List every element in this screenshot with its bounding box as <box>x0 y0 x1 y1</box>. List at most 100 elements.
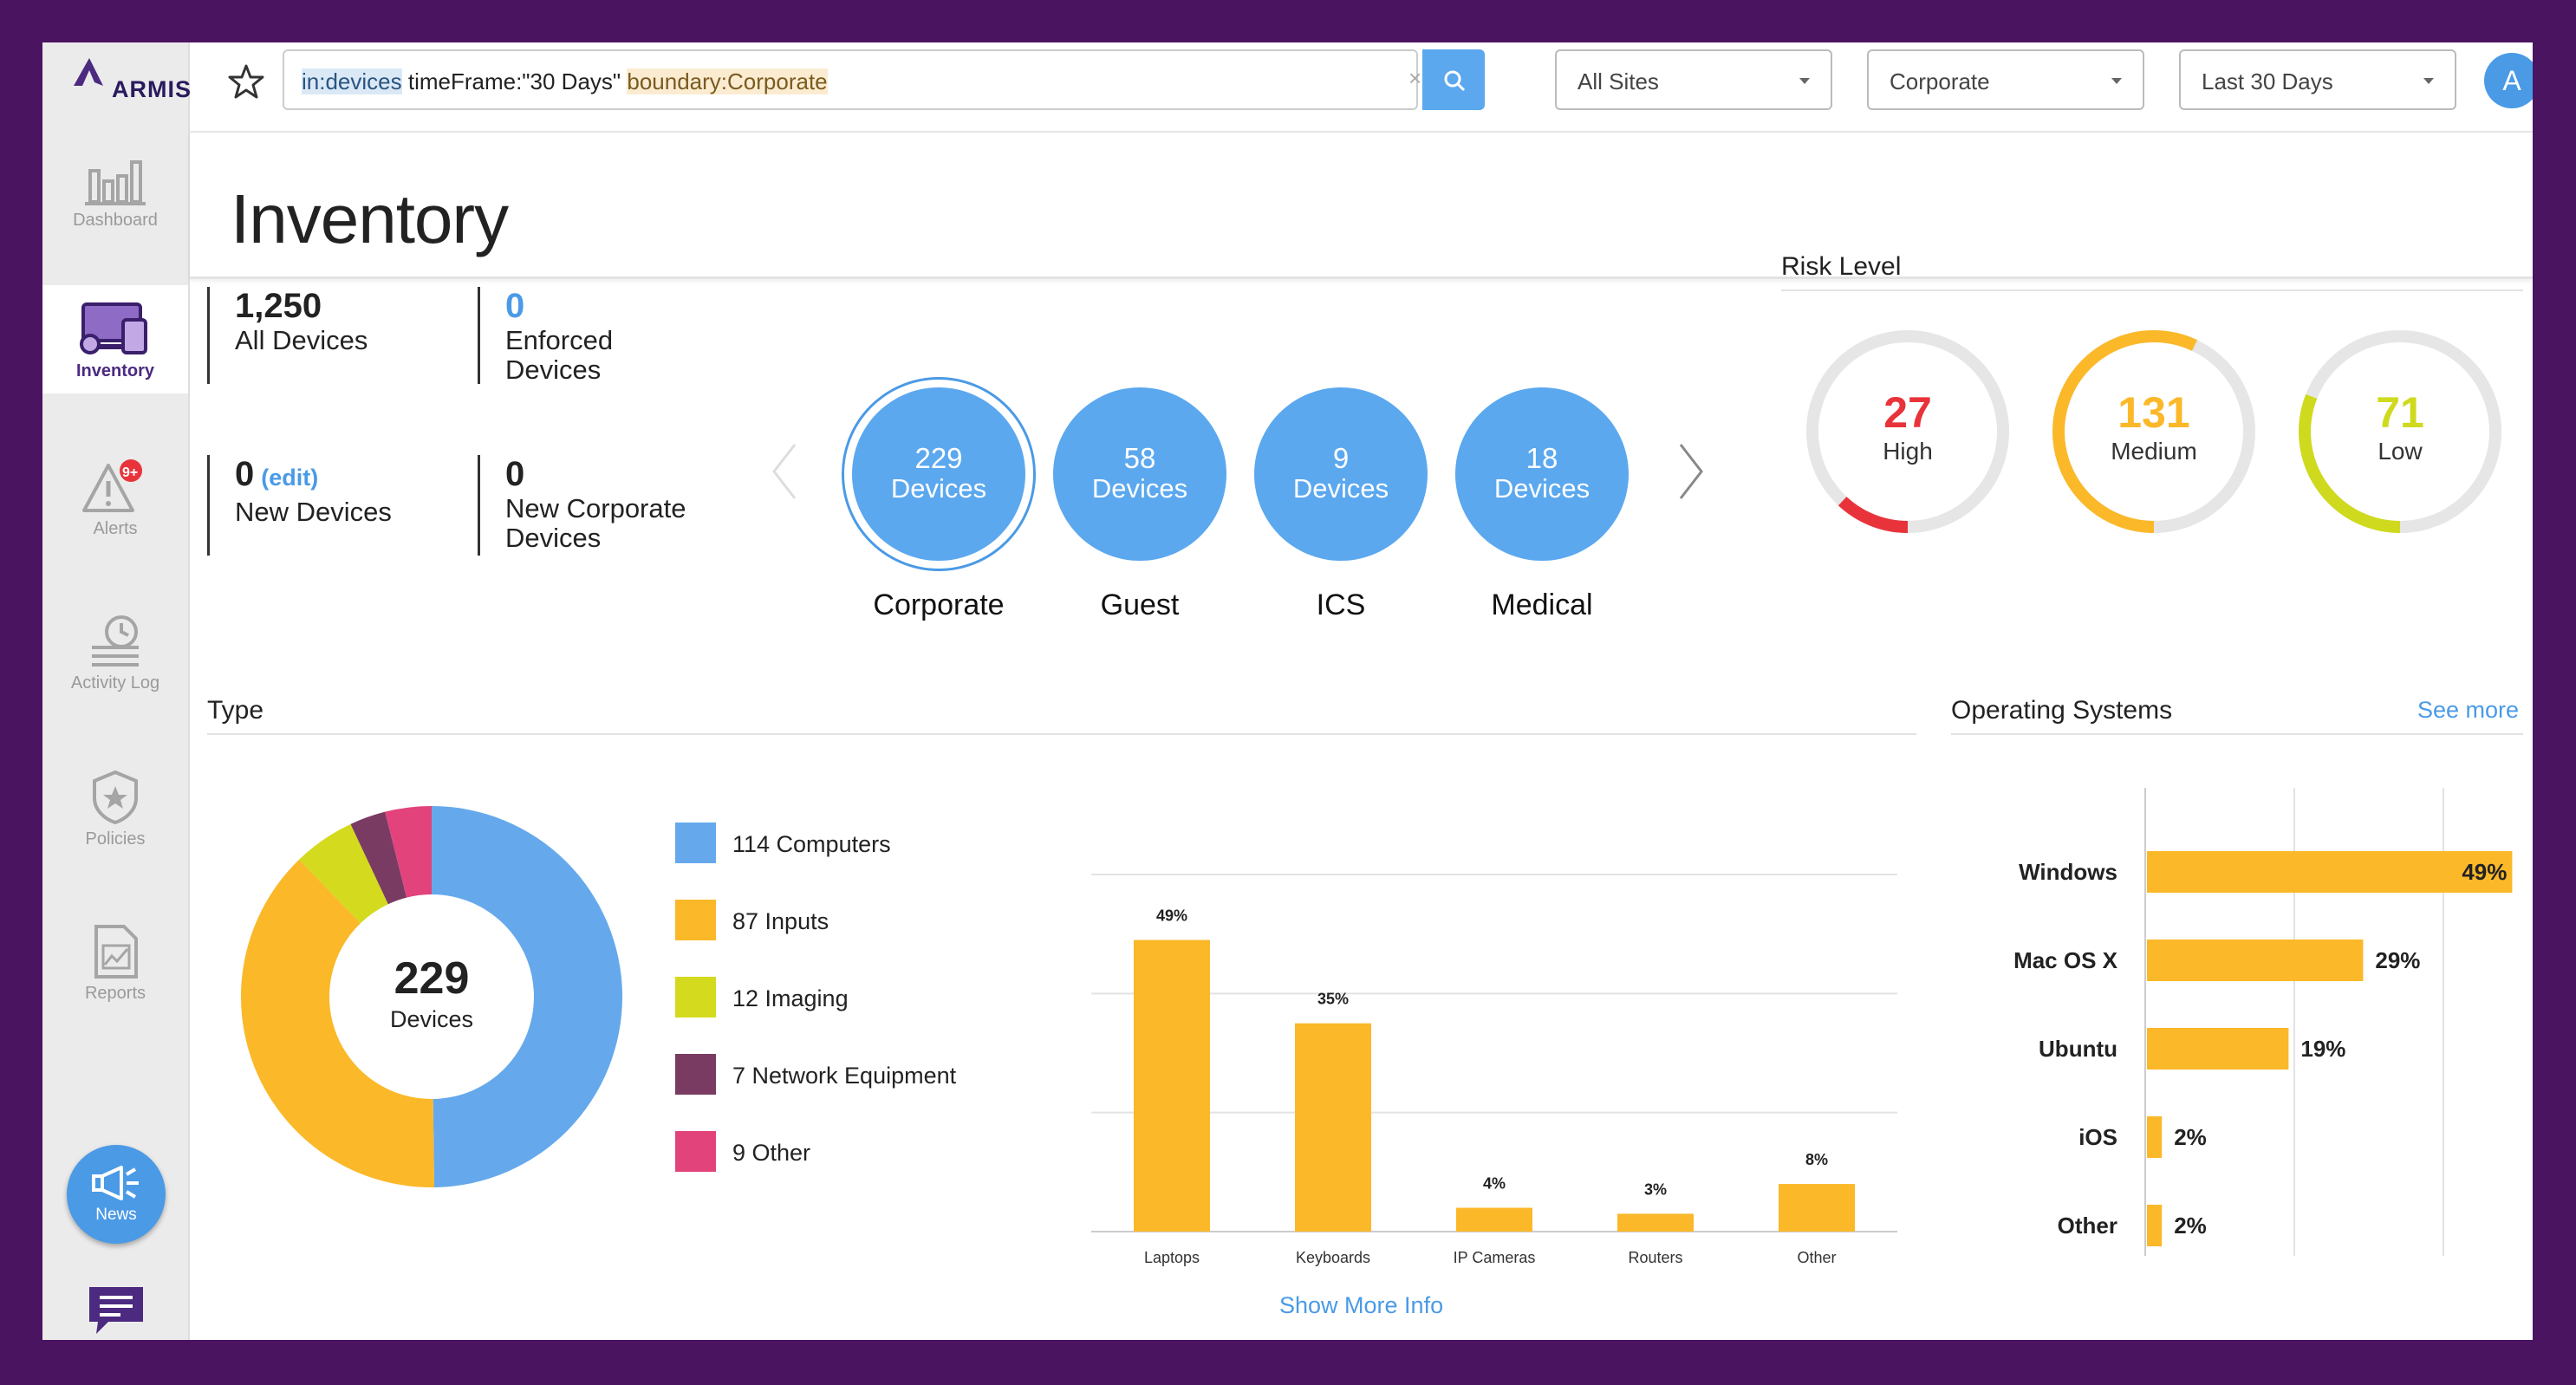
sidebar-item-inventory[interactable]: Inventory <box>42 285 188 393</box>
edit-link[interactable]: (edit) <box>261 465 319 491</box>
bar-value-label: 8% <box>1805 1151 1828 1168</box>
stat-enforced-devices[interactable]: 0 Enforced Devices <box>478 287 613 384</box>
carousel-prev-icon[interactable] <box>769 441 800 502</box>
bar-category-label: Windows <box>2019 859 2117 885</box>
bar-value-label: 4% <box>1483 1175 1506 1193</box>
chat-button[interactable] <box>86 1284 146 1340</box>
bar-other[interactable] <box>2147 1205 2163 1246</box>
segment-medical[interactable]: 18 Devices <box>1455 387 1629 561</box>
donut-slice-network-equipment[interactable] <box>350 811 407 905</box>
sidebar-item-reports[interactable]: Reports <box>42 923 188 1036</box>
segment-unit: Devices <box>1091 473 1188 504</box>
bar-category-label: IP Cameras <box>1454 1249 1536 1266</box>
segment-count: 18 <box>1525 442 1558 474</box>
bar-laptops[interactable] <box>1134 940 1210 1232</box>
sites-dropdown[interactable]: All Sites <box>1555 49 1832 110</box>
bar-value-label: 3% <box>1644 1180 1667 1198</box>
segment-selected-ring <box>842 377 1036 571</box>
search-input[interactable]: in:devices timeFrame:"30 Days" boundary:… <box>283 49 1452 110</box>
bar-category-label: Mac OS X <box>2013 947 2118 973</box>
legend-label: 114 Computers <box>732 831 891 857</box>
bar-routers[interactable] <box>1617 1213 1694 1232</box>
star-icon[interactable] <box>228 63 264 100</box>
sidebar-item-policies[interactable]: Policies <box>42 769 188 881</box>
user-avatar[interactable]: A <box>2484 53 2533 108</box>
page-title: Inventory <box>231 180 509 257</box>
carousel-next-icon[interactable] <box>1675 441 1707 502</box>
stat-new-devices[interactable]: 0 (edit) New Devices <box>207 455 392 556</box>
risk-high[interactable]: 27 High <box>1801 325 2014 538</box>
search-button[interactable] <box>1422 49 1485 110</box>
bar-value-label: 29% <box>2375 947 2420 973</box>
stat-new-corporate-devices[interactable]: 0 New Corporate Devices <box>478 455 686 556</box>
segment-count: 229 <box>914 442 963 474</box>
sidebar: ARMIS Dashboard Inventory <box>42 42 191 1340</box>
chevron-down-icon <box>1799 78 1810 84</box>
bar-chart-icon <box>85 160 146 205</box>
report-document-icon <box>94 925 138 979</box>
donut-center-label: Devices <box>389 1006 474 1032</box>
risk-medium[interactable]: 131 Medium <box>2047 325 2261 538</box>
alerts-badge: 9+ <box>122 465 139 480</box>
donut-slice-other[interactable] <box>385 806 432 898</box>
sidebar-item-dashboard[interactable]: Dashboard <box>42 155 188 268</box>
risk-medium-gauge <box>2052 330 2255 533</box>
query-token-in: in:devices <box>302 68 402 94</box>
bar-category-label: Keyboards <box>1296 1249 1370 1266</box>
risk-low[interactable]: 71 Low <box>2293 325 2507 538</box>
donut-slice-imaging[interactable] <box>299 823 388 924</box>
type-bar-chart: 49% Laptops 35% Keyboards 4% IP Cameras 3% Rout… <box>1091 874 1897 1266</box>
segment-label: Medical <box>1491 588 1593 621</box>
bar-category-label: Laptops <box>1144 1249 1200 1266</box>
activity-log-icon <box>92 615 139 666</box>
show-more-info-link[interactable]: Show More Info <box>1279 1292 1444 1318</box>
enforced-label-line1: Enforced <box>505 325 614 355</box>
alert-triangle-icon <box>82 459 142 512</box>
segment-guest[interactable]: 58 Devices <box>1053 387 1226 561</box>
bar-ip-cameras[interactable] <box>1456 1207 1532 1232</box>
bar-ios[interactable] <box>2147 1116 2163 1158</box>
app-window: ARMIS Dashboard Inventory <box>42 42 2533 1340</box>
segment-corporate[interactable]: 229 Devices <box>852 387 1025 561</box>
stat-all-devices[interactable]: 1,250 All Devices <box>207 287 368 384</box>
logo-mark-icon <box>74 58 103 86</box>
legend-swatch <box>675 823 716 863</box>
gauge-arc <box>2299 330 2501 533</box>
sidebar-item-label: Reports <box>84 984 146 1003</box>
os-divider <box>1951 733 2523 735</box>
donut-center-value: 229 <box>394 953 470 1004</box>
new-corporate-label-line2: Devices <box>505 523 602 553</box>
bar-other[interactable] <box>1779 1184 1855 1232</box>
bar-category-label: iOS <box>2078 1124 2117 1150</box>
sidebar-item-activity-log[interactable]: Activity Log <box>42 613 188 725</box>
risk-high-gauge <box>1806 330 2009 533</box>
legend-swatch <box>675 977 716 1018</box>
search-icon <box>1444 70 1466 92</box>
segment-label: Corporate <box>873 588 1005 621</box>
segment-ics[interactable]: 9 Devices <box>1254 387 1428 561</box>
clear-icon[interactable]: × <box>1408 65 1422 91</box>
sidebar-item-label: Policies <box>85 829 146 849</box>
legend-swatch <box>675 900 716 940</box>
donut-slice-computers[interactable] <box>432 806 622 1187</box>
sidebar-item-alerts[interactable]: 9+ Alerts <box>42 458 188 571</box>
boundary-dropdown[interactable]: Corporate <box>1867 49 2144 110</box>
risk-medium-value: 131 <box>2117 388 2190 437</box>
see-more-link[interactable]: See more <box>2417 697 2520 723</box>
shield-icon <box>93 770 138 825</box>
donut-slice-inputs[interactable] <box>241 859 435 1187</box>
bar-windows[interactable] <box>2147 851 2513 893</box>
legend-swatch <box>675 1131 716 1172</box>
bar-ubuntu[interactable] <box>2147 1028 2289 1070</box>
news-button[interactable]: News <box>67 1145 166 1244</box>
bar-value-label: 35% <box>1317 991 1349 1008</box>
armis-logo[interactable]: ARMIS <box>67 51 191 112</box>
bar-mac-os-x[interactable] <box>2147 940 2364 981</box>
all-devices-count: 1,250 <box>235 287 322 325</box>
boundary-value: Corporate <box>1890 68 1990 94</box>
bar-keyboards[interactable] <box>1295 1023 1371 1232</box>
risk-high-label: High <box>1883 438 1933 465</box>
timeframe-dropdown[interactable]: Last 30 Days <box>2179 49 2456 110</box>
os-bar-chart: Windows 49% Mac OS X 29% Ubuntu 19% iOS 2% Other… <box>2013 788 2513 1256</box>
top-bar: in:devices timeFrame:"30 Days" boundary:… <box>190 42 2533 133</box>
